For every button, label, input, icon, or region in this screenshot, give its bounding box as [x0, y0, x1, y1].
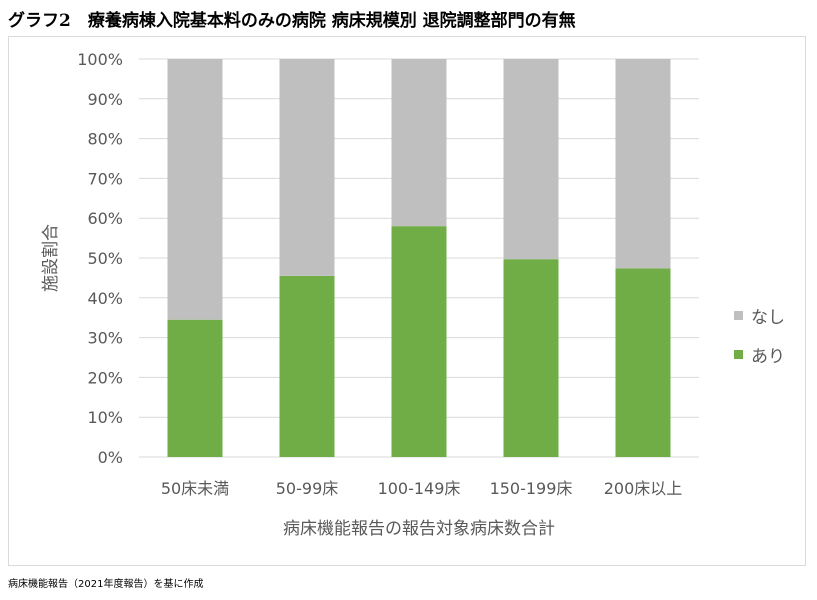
y-tick-label: 0% — [98, 448, 123, 467]
y-tick-label: 100% — [77, 50, 123, 69]
x-tick-label: 150-199床 — [490, 479, 573, 498]
page-title: グラフ2 療養病棟入院基本料のみの病院 病床規模別 退院調整部門の有無 — [8, 11, 576, 31]
source-note: 病床機能報告（2021年度報告）を基に作成 — [8, 579, 204, 590]
y-axis-title: 施設割合 — [41, 224, 61, 292]
y-tick-label: 70% — [87, 169, 123, 188]
bar-nashi-4 — [615, 59, 671, 269]
y-tick-label: 60% — [87, 209, 123, 228]
bar-nashi-1 — [279, 59, 335, 276]
y-tick-label: 50% — [87, 249, 123, 268]
y-tick-label: 80% — [87, 130, 123, 149]
bar-ari-4 — [615, 268, 671, 457]
y-tick-label: 40% — [87, 289, 123, 308]
x-tick-label: 50床未満 — [161, 479, 229, 498]
x-tick-label: 50-99床 — [276, 479, 339, 498]
stacked-bar-chart: 0% 10% 20% 30% 40% 50% 60% 70% 80% 90% 100% 50床未満 50… — [41, 50, 699, 539]
legend: なし あり — [734, 305, 785, 383]
legend-label-nashi: なし — [751, 307, 785, 328]
bar-nashi-0 — [167, 59, 223, 320]
bar-ari-1 — [279, 275, 335, 457]
bar-ari-2 — [391, 226, 447, 457]
x-tick-label: 100-149床 — [378, 479, 461, 498]
y-tick-label: 90% — [87, 90, 123, 109]
x-tick-label: 200床以上 — [604, 479, 683, 498]
legend-swatch-nashi — [734, 310, 743, 320]
y-tick-label: 30% — [87, 329, 123, 348]
chart-area: 0% 10% 20% 30% 40% 50% 60% 70% 80% 90% 100% 50床未満 50… — [8, 36, 806, 566]
bar-ari-0 — [167, 319, 223, 457]
legend-swatch-ari — [734, 349, 743, 359]
bar-nashi-2 — [391, 59, 447, 227]
x-axis-title: 病床機能報告の報告対象病床数合計 — [283, 519, 555, 539]
y-tick-label: 20% — [87, 368, 123, 387]
bar-nashi-3 — [503, 59, 559, 260]
legend-item-nashi: なし — [734, 305, 785, 328]
legend-item-ari: あり — [734, 344, 785, 367]
legend-label-ari: あり — [751, 346, 785, 367]
y-tick-label: 10% — [87, 408, 123, 427]
bar-ari-3 — [503, 259, 559, 457]
